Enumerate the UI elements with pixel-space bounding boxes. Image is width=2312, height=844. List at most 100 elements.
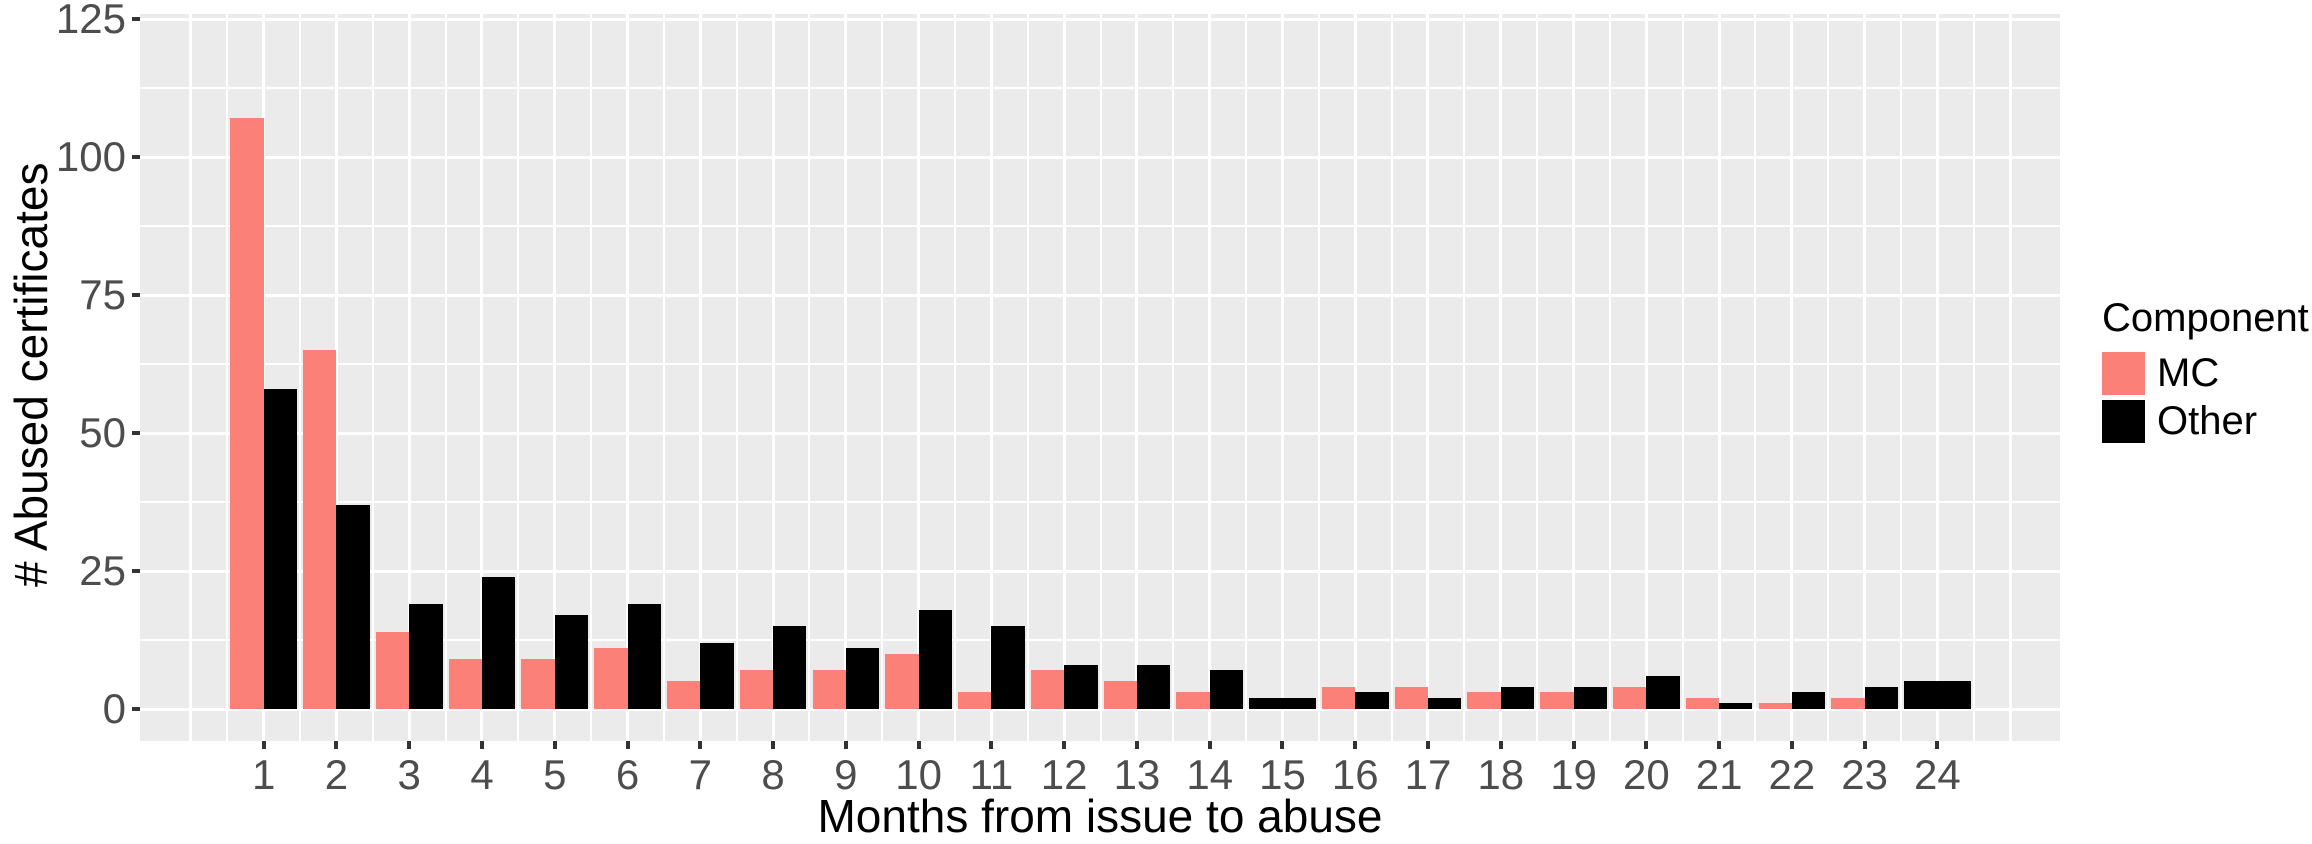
x-tick <box>843 741 848 749</box>
bar-other-month-9 <box>845 648 880 709</box>
x-tick-label: 7 <box>688 751 712 798</box>
gridline-x-minor <box>226 14 229 741</box>
x-tick <box>916 741 921 749</box>
x-tick-label: 12 <box>1040 751 1088 798</box>
bar-mc-month-6 <box>594 648 628 709</box>
x-tick <box>334 741 339 749</box>
bar-mc-month-13 <box>1103 681 1137 709</box>
bar-mc-month-12 <box>1030 670 1065 709</box>
gridline-x-major <box>1353 14 1357 741</box>
bar-other-month-3 <box>409 604 443 709</box>
x-tick <box>989 741 994 749</box>
bar-other-month-16 <box>1355 692 1389 709</box>
gridline-x-minor <box>1899 14 1902 741</box>
gridline-x-major <box>1790 14 1794 741</box>
y-tick-label: 50 <box>79 409 126 456</box>
gridline-x-minor <box>444 14 447 741</box>
gridline-x-minor <box>1245 14 1248 741</box>
y-tick <box>132 431 140 435</box>
x-tick <box>1207 741 1212 749</box>
x-tick-label: 23 <box>1841 751 1888 798</box>
x-tick-label: 24 <box>1914 751 1961 798</box>
x-tick-label: 17 <box>1404 751 1452 798</box>
x-tick <box>698 741 703 749</box>
gridline-x-minor <box>953 14 956 741</box>
x-tick-label: 15 <box>1259 751 1306 798</box>
bar-other-month-8 <box>773 626 807 709</box>
x-tick-label: 16 <box>1331 751 1379 798</box>
gridline-x-major <box>1062 14 1066 741</box>
x-tick-label: 4 <box>470 751 494 798</box>
bar-mc-month-3 <box>375 631 410 709</box>
x-tick <box>1062 741 1067 749</box>
x-tick-label: 13 <box>1113 751 1161 798</box>
gridline-x-minor <box>1827 14 1830 741</box>
gridline-x-major <box>407 14 411 741</box>
gridline-x-major <box>1717 14 1721 741</box>
x-tick <box>1426 741 1431 749</box>
bar-other-month-7 <box>700 642 734 709</box>
gridline-x-major <box>698 14 702 741</box>
y-tick <box>132 17 140 21</box>
bar-other-month-5 <box>554 615 589 709</box>
x-tick <box>1717 741 1722 749</box>
bar-mc-month-23 <box>1831 697 1865 709</box>
gridline-x-major <box>771 14 775 741</box>
gridline-x-major <box>844 14 848 741</box>
gridline-x-minor <box>881 14 884 741</box>
y-tick-label: 125 <box>55 0 126 42</box>
gridline-x-minor <box>1463 14 1466 741</box>
bar-other-month-1 <box>263 388 298 709</box>
gridline-x-major <box>2008 14 2012 741</box>
x-tick-label: 10 <box>895 751 942 798</box>
gridline-x-minor <box>1536 14 1539 741</box>
y-tick-label: 0 <box>102 685 126 732</box>
gridline-x-major <box>626 14 630 741</box>
gridline-x-minor <box>1317 14 1320 741</box>
y-tick-label: 25 <box>79 547 126 594</box>
bar-other-month-2 <box>336 504 370 709</box>
gridline-x-major <box>1499 14 1503 741</box>
bar-other-month-6 <box>627 604 661 709</box>
x-tick-label: 2 <box>324 751 349 798</box>
x-tick-label: 8 <box>761 751 785 798</box>
bar-other-month-13 <box>1136 664 1171 709</box>
bar-mc-month-7 <box>666 681 701 709</box>
gridline-x-major <box>1572 14 1576 741</box>
bar-other-month-17 <box>1428 697 1462 709</box>
gridline-x-major <box>189 14 193 741</box>
bar-mc-month-20 <box>1612 686 1647 709</box>
bar-mc-month-14 <box>1176 692 1210 709</box>
bar-mc-month-4 <box>448 659 482 709</box>
bar-other-month-21 <box>1719 703 1753 709</box>
x-tick-label: 11 <box>969 751 1014 798</box>
x-tick-label: 20 <box>1622 751 1670 798</box>
y-tick <box>132 155 140 159</box>
x-tick <box>1789 741 1794 749</box>
bar-other-month-23 <box>1864 686 1898 709</box>
gridline-x-major <box>917 14 921 741</box>
legend-swatch-mc <box>2102 351 2145 395</box>
legend-label-other: Other <box>2157 399 2258 443</box>
gridline-x-major <box>1135 14 1139 741</box>
x-tick-label: 21 <box>1695 751 1743 798</box>
gridline-x-minor <box>299 14 302 741</box>
x-tick-label: 3 <box>397 751 421 798</box>
x-tick <box>625 741 630 749</box>
bar-mc-month-17 <box>1394 686 1428 709</box>
x-tick <box>1644 741 1649 749</box>
legend: Component MC Other <box>2102 296 2309 447</box>
x-tick-label: 9 <box>834 751 858 798</box>
x-tick <box>1280 741 1285 749</box>
x-tick-label: 6 <box>615 751 640 798</box>
gridline-x-minor <box>735 14 738 741</box>
legend-swatch-other <box>2102 399 2145 443</box>
bar-other-month-10 <box>918 609 952 709</box>
x-tick <box>1571 741 1576 749</box>
bar-mc-month-2 <box>303 350 337 709</box>
gridline-x-minor <box>1608 14 1611 741</box>
gridline-x-minor <box>590 14 593 741</box>
x-tick <box>480 741 484 749</box>
bar-other-month-15 <box>1249 697 1316 709</box>
